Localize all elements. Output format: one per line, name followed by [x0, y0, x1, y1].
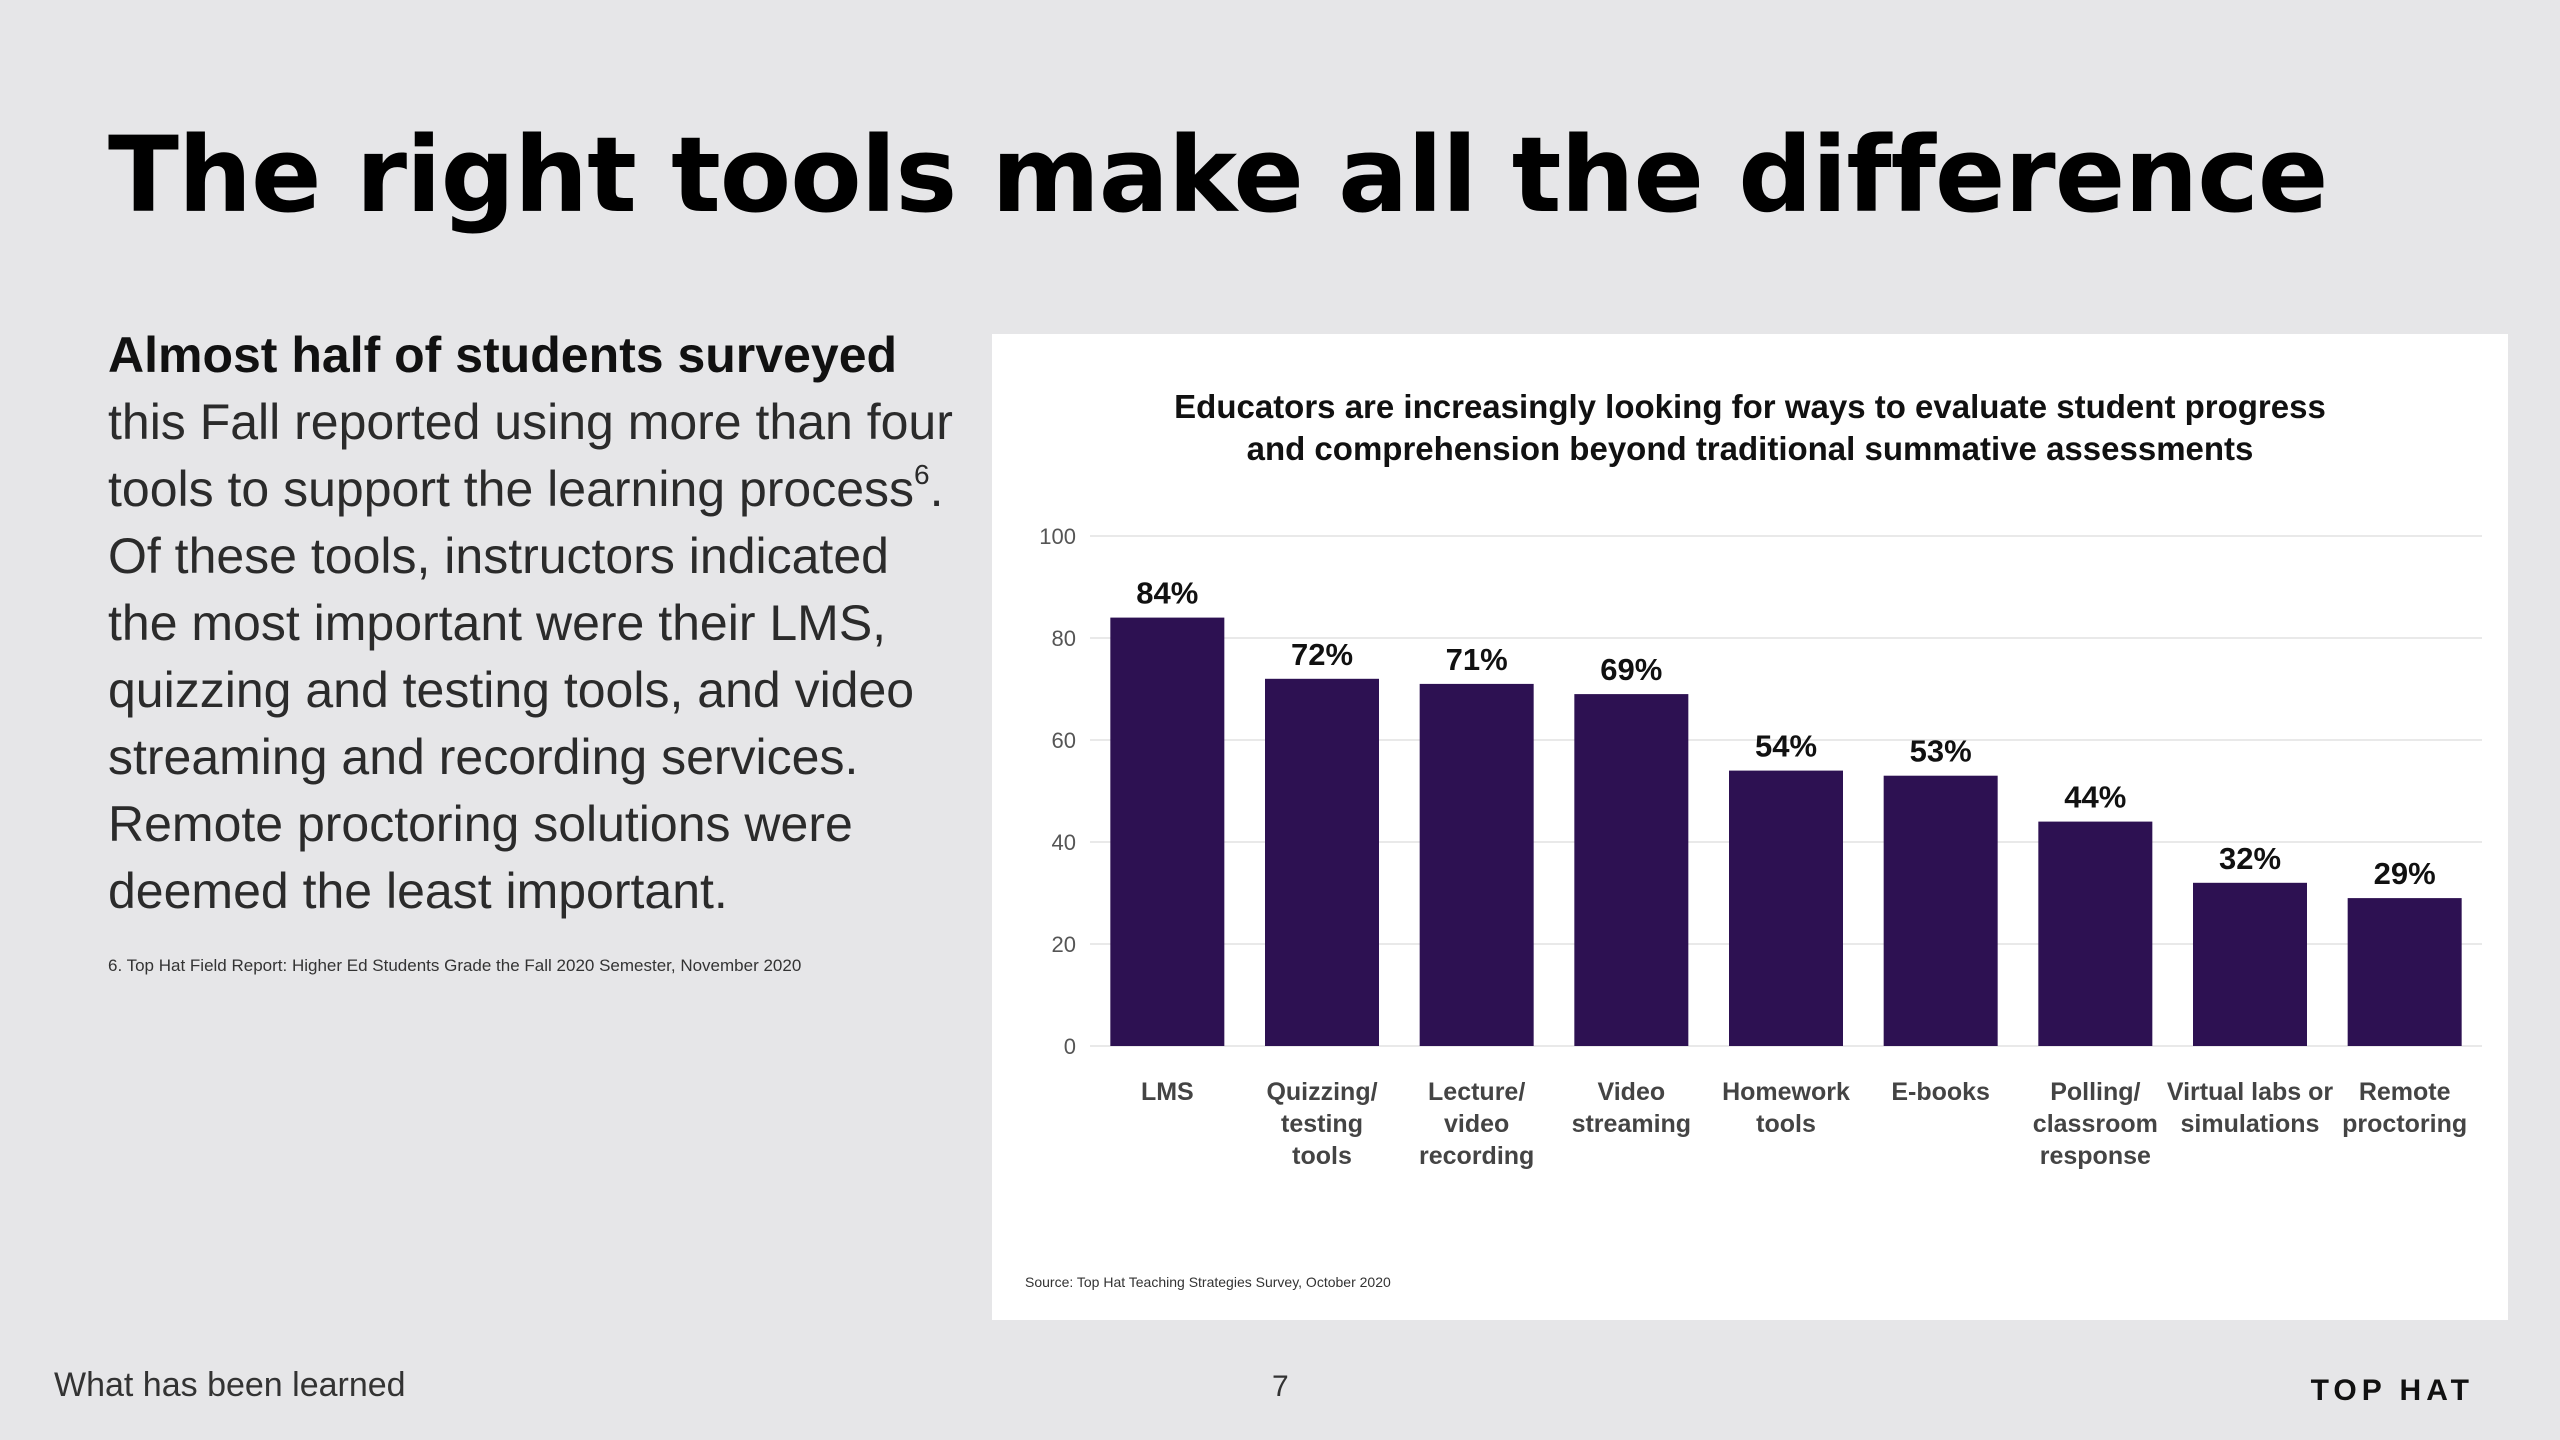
x-tick-label-line: Video [1598, 1078, 1666, 1106]
page-number: 7 [1272, 1370, 1289, 1403]
data-label: 54% [1755, 729, 1817, 764]
body-rest: this Fall reported using more than four … [108, 394, 953, 517]
chart-title-line-2: and comprehension beyond traditional sum… [1246, 430, 2254, 467]
x-tick-label-line: proctoring [2342, 1110, 2467, 1138]
x-tick-label-line: Virtual labs or [2167, 1078, 2334, 1106]
x-tick-label-line: Homework [1722, 1078, 1850, 1106]
y-tick-label: 40 [1052, 830, 1076, 855]
data-label: 44% [2064, 780, 2126, 815]
chart-source: Source: Top Hat Teaching Strategies Surv… [1025, 1274, 1391, 1290]
footnote: 6. Top Hat Field Report: Higher Ed Stude… [108, 956, 802, 975]
data-label: 69% [1600, 652, 1662, 687]
x-tick-label-line: tools [1756, 1110, 1816, 1138]
bar [2038, 821, 2153, 1046]
data-label: 29% [2374, 856, 2436, 891]
chart-title: Educators are increasingly looking for w… [992, 386, 2508, 470]
x-tick-label-line: Polling/ [2050, 1078, 2140, 1106]
x-tick-label: Homework tools [1722, 1078, 1850, 1138]
x-tick-label-line: E-books [1891, 1078, 1990, 1106]
x-tick-label-line: streaming [1572, 1110, 1691, 1138]
bar [1110, 617, 1225, 1046]
data-label: 72% [1291, 637, 1353, 672]
bar [1419, 683, 1534, 1046]
bar-chart: 0 20 40 60 80 100 84% LMS 72% Quizzing/testing too… [1039, 524, 2482, 1170]
body-tail: . Of these tools, instructors indicated … [108, 461, 944, 919]
x-tick-label-line: classroom [2033, 1110, 2158, 1138]
x-tick-label-line: response [2040, 1142, 2151, 1170]
x-tick-label: LMS [1141, 1078, 1194, 1106]
body-paragraph: Almost half of students surveyed this Fa… [108, 322, 968, 925]
bar [1729, 770, 1843, 1046]
bar [2347, 898, 2462, 1046]
y-tick-label: 20 [1052, 932, 1076, 957]
bar [1574, 694, 1689, 1046]
y-tick-label: 0 [1064, 1034, 1076, 1059]
x-tick-label-line: recording [1419, 1142, 1534, 1170]
data-label: 32% [2219, 841, 2281, 876]
x-tick-label-line: video [1444, 1110, 1509, 1138]
body-lead: Almost half of students surveyed [108, 327, 898, 383]
bar [2193, 882, 2307, 1046]
y-tick-label: 60 [1052, 728, 1076, 753]
x-tick-label-line: tools [1292, 1142, 1352, 1170]
x-tick-label-line: simulations [2181, 1110, 2320, 1138]
bar [1265, 678, 1379, 1046]
slide-title: The right tools make all the difference [108, 114, 2328, 236]
y-tick-label: 100 [1039, 524, 1076, 549]
chart-title-line-1: Educators are increasingly looking for w… [1174, 388, 2326, 425]
x-tick-label: E-books [1891, 1078, 1990, 1106]
x-tick-label-line: Remote [2359, 1078, 2451, 1106]
brand-logo: TOP HAT [2310, 1374, 2474, 1407]
x-tick-label: Virtual labs or simulations [2167, 1078, 2334, 1138]
x-tick-label: Video streaming [1572, 1078, 1691, 1138]
x-tick-label: Quizzing/testing tools [1266, 1078, 1377, 1170]
footnote-ref: 6 [914, 459, 930, 490]
x-tick-label-line: Lecture/ [1428, 1078, 1525, 1106]
x-tick-label: Remote proctoring [2342, 1078, 2467, 1138]
x-tick-label: Lecture/video recording [1419, 1078, 1534, 1170]
bar [1883, 775, 1998, 1046]
data-label: 71% [1446, 642, 1508, 677]
y-tick-label: 80 [1052, 626, 1076, 651]
x-tick-label-line: Quizzing/ [1266, 1078, 1377, 1106]
x-tick-label: Polling/classroom response [2033, 1078, 2158, 1170]
footer-section-label: What has been learned [54, 1366, 406, 1404]
data-label: 53% [1910, 734, 1972, 769]
data-label: 84% [1136, 576, 1198, 611]
x-tick-label-line: LMS [1141, 1078, 1194, 1106]
x-tick-label-line: testing [1281, 1110, 1363, 1138]
chart-card: Educators are increasingly looking for w… [992, 334, 2508, 1320]
